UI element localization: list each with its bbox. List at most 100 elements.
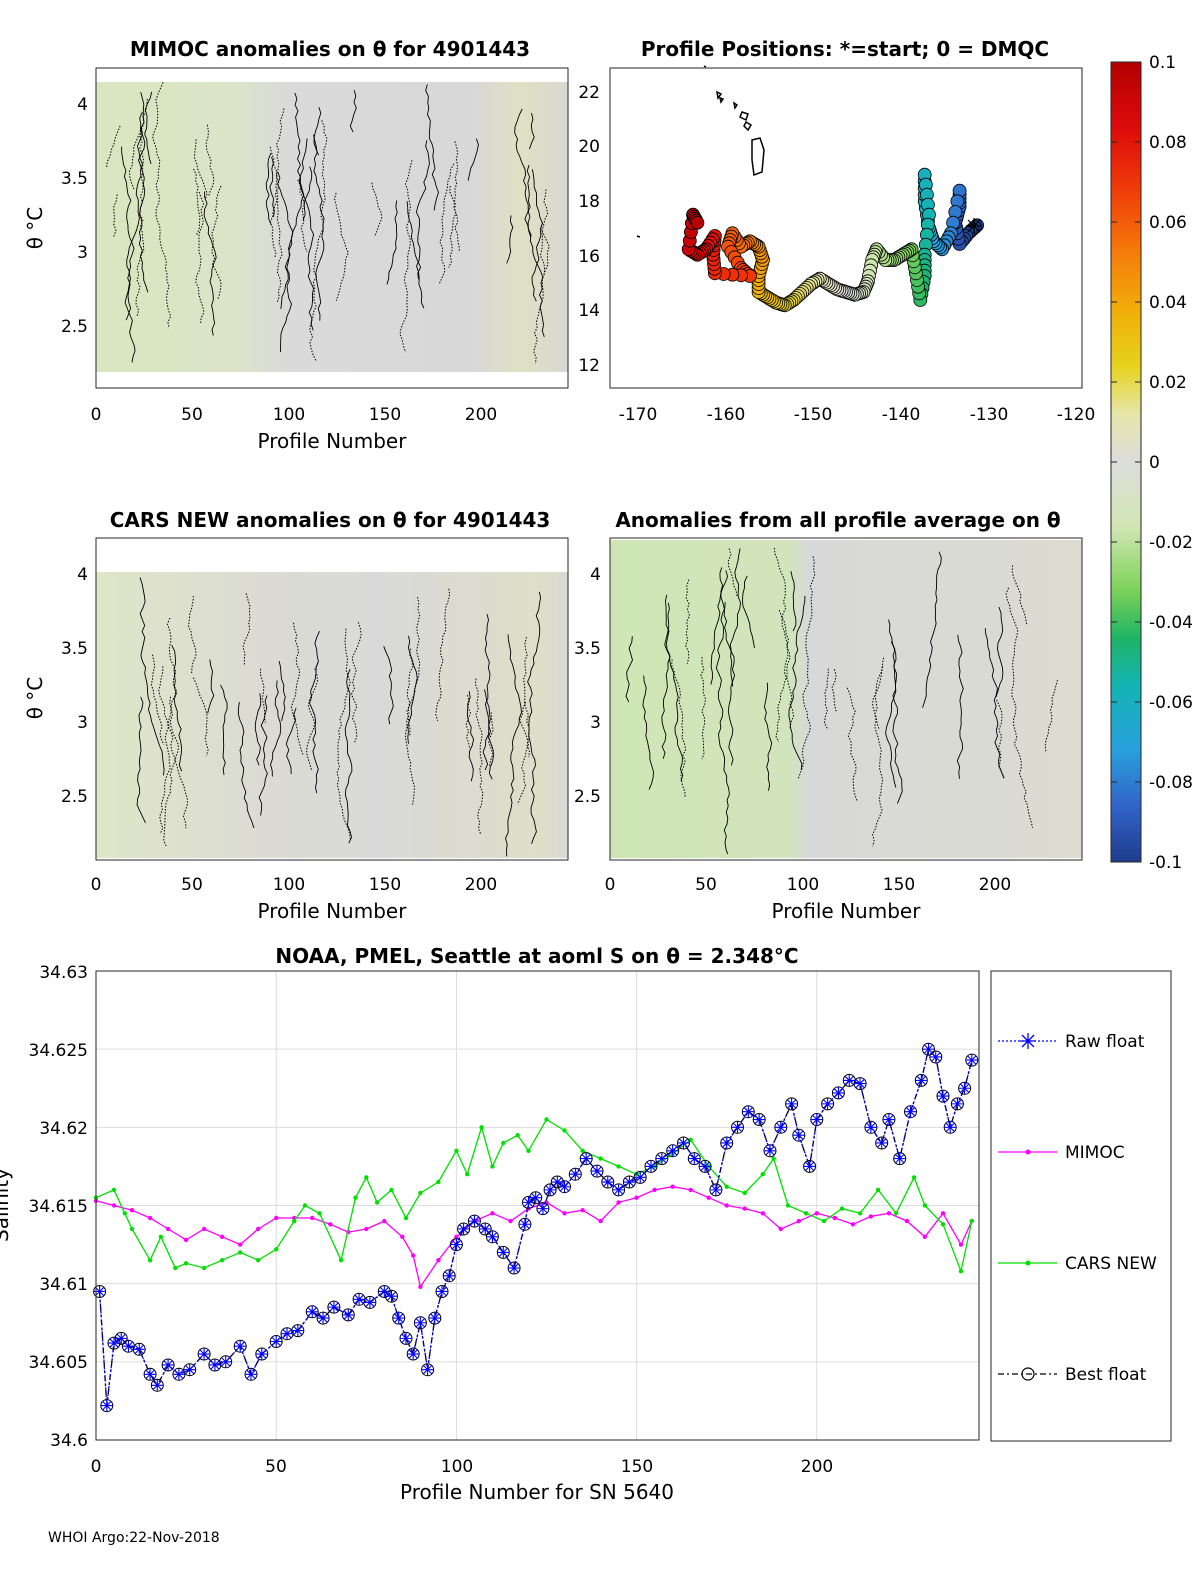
data-point	[508, 1262, 521, 1275]
data-point	[238, 1250, 243, 1255]
data-point	[929, 1050, 942, 1063]
contour-line	[285, 707, 297, 775]
panel-title: Anomalies from all profile average on θ	[615, 508, 1060, 532]
data-point	[868, 1214, 874, 1219]
data-point	[399, 1332, 412, 1345]
panel-salinity-timeseries: NOAA, PMEL, Seattle at aoml S on θ = 2.3…	[0, 944, 980, 1504]
data-point	[785, 1097, 798, 1110]
contour-line	[203, 191, 217, 336]
data-point	[436, 1258, 441, 1263]
data-point	[915, 1074, 928, 1087]
data-point	[821, 1097, 834, 1110]
data-point	[688, 1187, 693, 1193]
legend-label: MIMOC	[1065, 1143, 1125, 1163]
contour-line	[144, 91, 153, 165]
data-point	[317, 1211, 322, 1216]
data-point	[742, 1206, 747, 1211]
contour-line	[171, 644, 183, 772]
y-tick: 3.5	[574, 639, 601, 659]
axes-box	[95, 67, 569, 389]
data-point	[666, 1144, 679, 1157]
axes-box	[609, 67, 1083, 389]
y-tick: 2.5	[61, 317, 88, 337]
data-point	[551, 1176, 564, 1189]
contour-line	[482, 613, 491, 771]
profile-position-marker	[690, 215, 705, 230]
y-ticks: 2.5 3 3.5 4	[61, 95, 88, 337]
y-ticks: 34.6 34.605 34.61 34.615 34.62 34.625 34…	[29, 963, 88, 1451]
data-point	[522, 1196, 535, 1209]
data-point	[526, 1148, 531, 1154]
colorbar-tick-label: 0.02	[1149, 373, 1187, 393]
contour-line	[700, 657, 707, 760]
anomaly-contours	[106, 82, 550, 364]
contour-line	[383, 646, 394, 725]
data-point	[244, 1368, 257, 1381]
data-point	[562, 1128, 567, 1133]
contour-line	[386, 200, 398, 285]
data-point	[407, 1348, 420, 1361]
x-tick: 200	[979, 875, 1011, 895]
contour-line	[995, 606, 1004, 698]
data-point	[634, 1195, 639, 1200]
legend-label: Raw float	[1065, 1032, 1145, 1052]
x-tick: 150	[621, 1457, 653, 1477]
contour-line	[642, 675, 654, 790]
contour-line	[710, 570, 729, 685]
panel-title: CARS NEW anomalies on θ for 4901443	[110, 508, 551, 532]
circle-marker-icon	[1021, 1367, 1035, 1381]
data-point	[922, 1234, 928, 1240]
data-point	[378, 1285, 391, 1298]
contour-line	[193, 168, 201, 236]
data-point	[173, 1265, 178, 1271]
y-axis-label: θ °C	[23, 677, 47, 720]
contour-line	[350, 622, 362, 743]
x-tick: -130	[970, 405, 1009, 425]
data-point	[201, 1226, 207, 1232]
colorbar-tick-label: 0	[1149, 453, 1160, 473]
data-point	[208, 1358, 221, 1371]
panel-average-anomalies: Anomalies from all profile average on θ …	[574, 508, 1083, 923]
data-point	[839, 1206, 845, 1211]
x-ticks: 0 50 100 150 200	[91, 1457, 834, 1477]
data-point	[814, 1211, 819, 1216]
contour-line	[533, 189, 549, 364]
data-point	[291, 1324, 304, 1337]
contour-line	[742, 575, 755, 648]
contour-line	[139, 577, 165, 776]
data-point	[645, 1160, 658, 1173]
data-point	[108, 1337, 121, 1350]
y-tick: 4	[77, 565, 88, 585]
x-tick: 100	[787, 875, 819, 895]
contour-line	[773, 547, 795, 728]
data-point	[655, 1152, 668, 1165]
data-point	[450, 1238, 463, 1251]
x-tick: 200	[465, 405, 497, 425]
series-cars-new	[93, 1117, 974, 1274]
x-tick: 50	[181, 875, 203, 895]
data-point	[720, 1136, 733, 1149]
data-point	[796, 1218, 801, 1224]
data-point	[302, 1203, 308, 1208]
contour-line	[277, 171, 294, 353]
contour-line	[258, 695, 268, 816]
contour-line	[333, 192, 349, 302]
data-point	[598, 1156, 603, 1161]
contour-line	[138, 112, 149, 293]
data-point	[418, 1284, 423, 1290]
x-tick: 0	[91, 1457, 102, 1477]
x-tick: -150	[794, 405, 833, 425]
contour-line	[528, 112, 535, 150]
x-ticks: 0 50 100 150 200	[91, 875, 498, 895]
contour-line	[187, 595, 197, 675]
y-tick: 34.605	[29, 1353, 88, 1373]
contour-line	[922, 551, 942, 708]
data-point	[753, 1113, 766, 1126]
contour-line	[195, 191, 205, 325]
data-point	[158, 1234, 164, 1240]
data-point	[328, 1222, 333, 1227]
y-tick: 4	[590, 565, 601, 585]
data-point	[414, 1316, 427, 1329]
x-axis-label: Profile Number	[258, 899, 408, 923]
